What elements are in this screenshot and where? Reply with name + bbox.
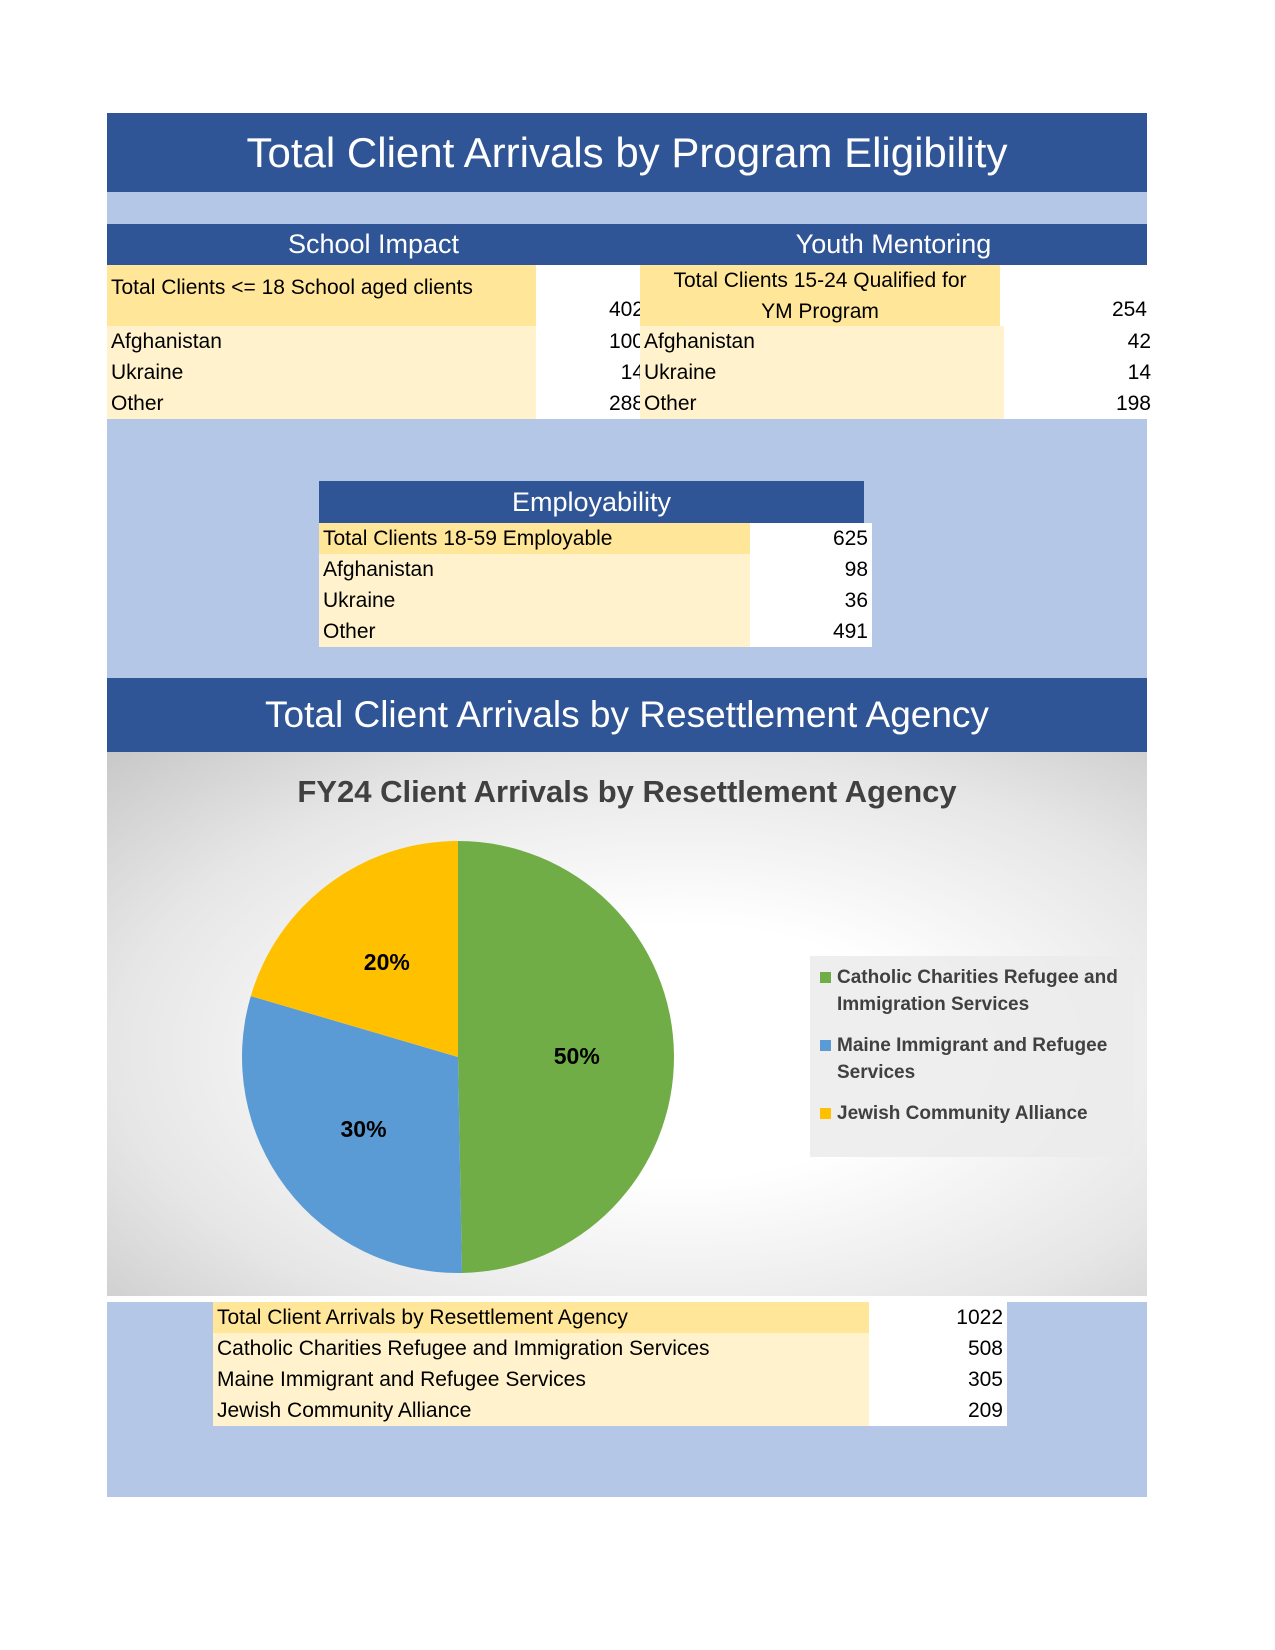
table-row: Ukraine 14 (107, 357, 648, 388)
legend-item: Jewish Community Alliance (820, 1100, 1124, 1127)
table-row: Maine Immigrant and Refugee Services 305 (213, 1364, 1007, 1395)
school-total-label: Total Clients <= 18 School aged clients (107, 265, 536, 326)
employability-title: Employability (319, 481, 864, 523)
row-value: 625 (750, 523, 872, 554)
row-label: Other (319, 616, 750, 647)
youth-mentoring-title: Youth Mentoring (795, 229, 992, 259)
table-row: Total Clients 18-59 Employable 625 (319, 523, 872, 554)
data-label-maine-immigrant: 30% (341, 1116, 387, 1142)
legend-swatch-green (820, 972, 831, 983)
legend-item: Maine Immigrant and Refugee Services (820, 1032, 1124, 1086)
legend-item: Catholic Charities Refugee and Immigrati… (820, 964, 1124, 1018)
row-value: 14 (536, 357, 648, 388)
data-label-jewish-community: 20% (364, 949, 410, 975)
pie-slice-jewish-community (250, 841, 458, 1057)
pie-chart: 50% 30% 20% (242, 841, 674, 1273)
ym-total-row: Total Clients 15-24 Qualified for YM Pro… (640, 265, 1151, 326)
legend-label: Catholic Charities Refugee and Immigrati… (837, 967, 1118, 1015)
table-row: Other 491 (319, 616, 872, 647)
ym-total-label-line2: YM Program (761, 299, 879, 323)
row-value: 491 (750, 616, 872, 647)
row-value: 209 (869, 1395, 1007, 1426)
chart-legend: Catholic Charities Refugee and Immigrati… (810, 956, 1134, 1157)
row-value: 42 (1004, 326, 1155, 357)
table-row: Catholic Charities Refugee and Immigrati… (213, 1333, 1007, 1364)
row-value: 508 (869, 1333, 1007, 1364)
row-value: 36 (750, 585, 872, 616)
legend-swatch-blue (820, 1040, 831, 1051)
agency-section-title: Total Client Arrivals by Resettlement Ag… (107, 678, 1147, 752)
row-label: Other (640, 388, 1004, 419)
row-label: Other (107, 388, 536, 419)
school-total-value: 402 (536, 265, 648, 326)
row-label: Maine Immigrant and Refugee Services (213, 1364, 869, 1395)
row-label: Ukraine (107, 357, 536, 388)
pie-slice-maine-immigrant (242, 996, 462, 1273)
row-value: 198 (1004, 388, 1155, 419)
section-header-bar: School Impact Youth Mentoring (107, 224, 1147, 265)
school-impact-title: School Impact (287, 229, 460, 259)
ym-total-value: 254 (1000, 265, 1151, 326)
row-label: Total Client Arrivals by Resettlement Ag… (213, 1302, 869, 1333)
row-label: Jewish Community Alliance (213, 1395, 869, 1426)
row-label: Afghanistan (640, 326, 1004, 357)
row-value: 288 (536, 388, 648, 419)
table-row: Other 198 (640, 388, 1155, 419)
pie-slice-catholic-charities (458, 841, 674, 1273)
ym-total-label: Total Clients 15-24 Qualified for YM Pro… (640, 265, 1000, 326)
row-label: Afghanistan (319, 554, 750, 585)
chart-title: FY24 Client Arrivals by Resettlement Age… (297, 774, 957, 809)
ym-total-label-line1: Total Clients 15-24 Qualified for (673, 268, 967, 292)
table-row: Total Client Arrivals by Resettlement Ag… (213, 1302, 1007, 1333)
table-row: Afghanistan 42 (640, 326, 1155, 357)
row-value: 98 (750, 554, 872, 585)
table-row: Jewish Community Alliance 209 (213, 1395, 1007, 1426)
legend-swatch-yellow (820, 1108, 831, 1119)
page-title: Total Client Arrivals by Program Eligibi… (107, 113, 1147, 192)
row-value: 305 (869, 1364, 1007, 1395)
table-row: Ukraine 36 (319, 585, 872, 616)
pie-chart-area: FY24 Client Arrivals by Resettlement Age… (107, 752, 1147, 1296)
row-label: Total Clients 18-59 Employable (319, 523, 750, 554)
table-row: Ukraine 14 (640, 357, 1155, 388)
table-row: Afghanistan 100 (107, 326, 648, 357)
row-value: 14 (1004, 357, 1155, 388)
legend-label: Maine Immigrant and Refugee Services (837, 1035, 1108, 1083)
data-label-catholic-charities: 50% (554, 1043, 600, 1069)
row-label: Catholic Charities Refugee and Immigrati… (213, 1333, 869, 1364)
table-row: Afghanistan 98 (319, 554, 872, 585)
row-value: 100 (536, 326, 648, 357)
row-value: 1022 (869, 1302, 1007, 1333)
row-label: Ukraine (319, 585, 750, 616)
row-label: Afghanistan (107, 326, 536, 357)
legend-label: Jewish Community Alliance (837, 1103, 1088, 1124)
school-total-row: Total Clients <= 18 School aged clients … (107, 265, 648, 326)
spacer-band (107, 192, 1147, 224)
table-row: Other 288 (107, 388, 648, 419)
row-label: Ukraine (640, 357, 1004, 388)
